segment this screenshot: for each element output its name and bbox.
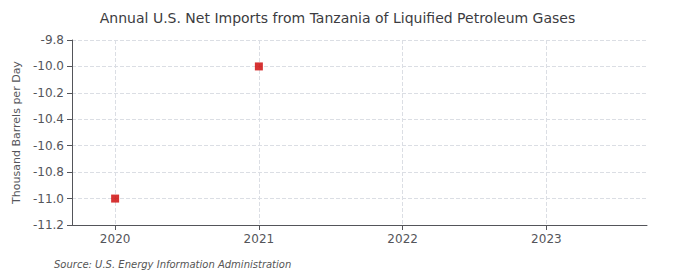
svg-text:-10.4: -10.4 <box>33 112 64 126</box>
svg-text:2021: 2021 <box>244 232 275 246</box>
svg-text:-10.0: -10.0 <box>33 59 64 73</box>
svg-text:-11.0: -11.0 <box>33 192 64 206</box>
svg-text:2023: 2023 <box>531 232 562 246</box>
svg-text:-9.8: -9.8 <box>41 33 64 47</box>
svg-text:Thousand Barrels per Day: Thousand Barrels per Day <box>10 61 23 205</box>
svg-text:-10.2: -10.2 <box>33 86 64 100</box>
svg-text:Source: U.S. Energy Informatio: Source: U.S. Energy Information Administ… <box>54 259 291 270</box>
svg-text:-10.8: -10.8 <box>33 165 64 179</box>
svg-text:2022: 2022 <box>387 232 418 246</box>
svg-text:2020: 2020 <box>100 232 131 246</box>
svg-text:-10.6: -10.6 <box>33 139 64 153</box>
svg-text:-11.2: -11.2 <box>33 218 64 232</box>
svg-text:Annual U.S. Net Imports from T: Annual U.S. Net Imports from Tanzania of… <box>100 10 575 26</box>
